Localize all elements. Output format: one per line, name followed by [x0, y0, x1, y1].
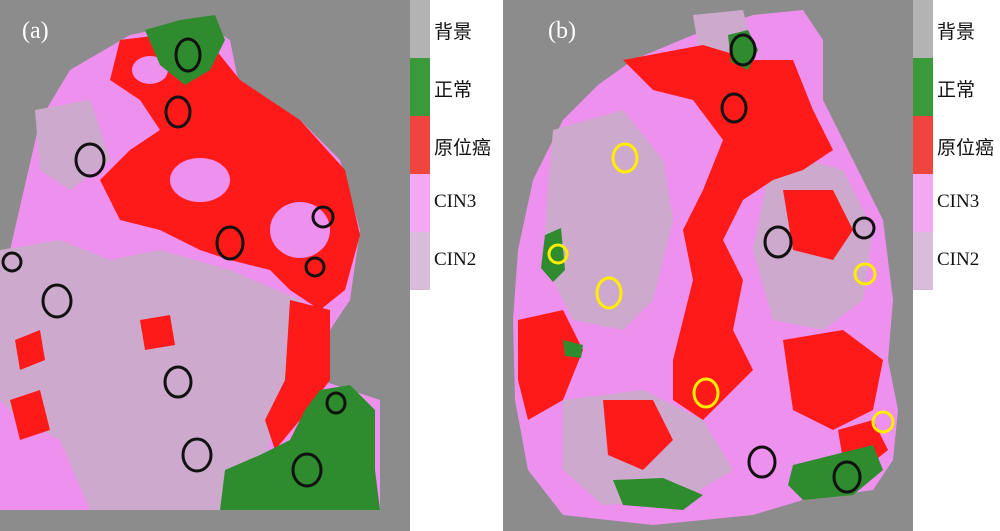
marker-circle — [547, 243, 569, 265]
carcinoma-region — [603, 400, 673, 470]
legend-label: CIN3 — [937, 191, 980, 212]
carcinoma-region — [10, 390, 50, 440]
legend-label: 原位癌 — [937, 137, 995, 159]
carcinoma-region — [518, 310, 583, 420]
legend-swatch — [913, 232, 933, 290]
tissue-map-b — [513, 10, 898, 525]
normal-region — [613, 478, 703, 510]
marker-circle — [595, 276, 623, 310]
tissue-map-panel-a: (a) — [0, 0, 410, 531]
legend-swatch — [410, 0, 430, 58]
marker-circle — [747, 445, 777, 479]
marker-circle — [174, 37, 202, 73]
legend-swatch — [410, 232, 430, 290]
legend-swatch — [410, 174, 430, 232]
legend-item-normal: 正常 — [913, 58, 999, 116]
legend-item-cin3: CIN3 — [410, 174, 496, 232]
carcinoma-region — [265, 300, 330, 450]
cin2-region — [35, 100, 110, 190]
legend-label: CIN3 — [434, 191, 477, 212]
legend-item-cin2: CIN2 — [410, 232, 496, 290]
marker-group-black — [720, 33, 876, 494]
legend-item-background: 背景 — [913, 0, 999, 58]
normal-region — [145, 15, 225, 85]
tissue-map-panel-b: (b) — [503, 0, 913, 531]
panel-label-b: (b) — [548, 18, 576, 44]
legend-b: 背景 正常 原位癌 CIN3 CIN2 — [913, 0, 999, 310]
legend-label: CIN2 — [434, 249, 477, 270]
normal-region — [563, 340, 583, 358]
legend-item-cin3: CIN3 — [913, 174, 999, 232]
marker-circle — [164, 95, 192, 129]
marker-circle — [852, 216, 876, 240]
marker-circle — [832, 460, 862, 494]
carcinoma-region — [783, 330, 883, 430]
marker-group-yellow — [547, 142, 895, 434]
carcinoma-region — [15, 330, 45, 370]
marker-circle — [163, 365, 193, 399]
legend-label: 原位癌 — [434, 137, 492, 159]
carcinoma-region — [783, 190, 853, 260]
marker-circle — [304, 256, 326, 278]
marker-circle — [181, 437, 213, 473]
cin2-region — [543, 110, 673, 330]
panel-label-a: (a) — [22, 18, 49, 44]
marker-circle — [311, 205, 335, 229]
legend-item-cin2: CIN2 — [913, 232, 999, 290]
marker-circle — [720, 92, 748, 124]
legend-label: 背景 — [434, 21, 473, 43]
normal-region — [541, 228, 565, 282]
legend-item-background: 背景 — [410, 0, 496, 58]
legend-a: 背景 正常 原位癌 CIN3 CIN2 — [410, 0, 496, 310]
cin2-region — [0, 240, 320, 510]
cin3-region — [170, 158, 230, 202]
marker-circle — [74, 142, 106, 178]
marker-circle — [215, 225, 245, 261]
legend-swatch — [913, 116, 933, 174]
legend-item-carcinoma: 原位癌 — [410, 116, 496, 174]
legend-label: 正常 — [434, 79, 473, 101]
legend-item-normal: 正常 — [410, 58, 496, 116]
legend-swatch — [913, 174, 933, 232]
marker-circle — [291, 452, 323, 488]
cin3-region — [270, 202, 330, 258]
marker-circle — [1, 251, 23, 273]
legend-swatch — [410, 58, 430, 116]
legend-label: 正常 — [937, 79, 976, 101]
cin3-region — [132, 56, 168, 84]
marker-group — [1, 37, 347, 488]
legend-label: 背景 — [937, 21, 976, 43]
tissue-map-a — [0, 15, 380, 510]
marker-circle — [325, 391, 347, 415]
marker-circle — [41, 283, 73, 319]
marker-circle — [692, 377, 720, 409]
carcinoma-region — [623, 45, 833, 420]
marker-circle — [871, 410, 895, 434]
carcinoma-region — [140, 315, 175, 350]
legend-label: CIN2 — [937, 249, 980, 270]
marker-circle — [763, 225, 793, 259]
legend-swatch — [913, 0, 933, 58]
marker-circle — [611, 142, 639, 174]
legend-item-carcinoma: 原位癌 — [913, 116, 999, 174]
legend-swatch — [913, 58, 933, 116]
legend-swatch — [410, 116, 430, 174]
marker-circle — [729, 33, 757, 67]
normal-region — [220, 385, 380, 510]
marker-circle — [853, 262, 877, 286]
